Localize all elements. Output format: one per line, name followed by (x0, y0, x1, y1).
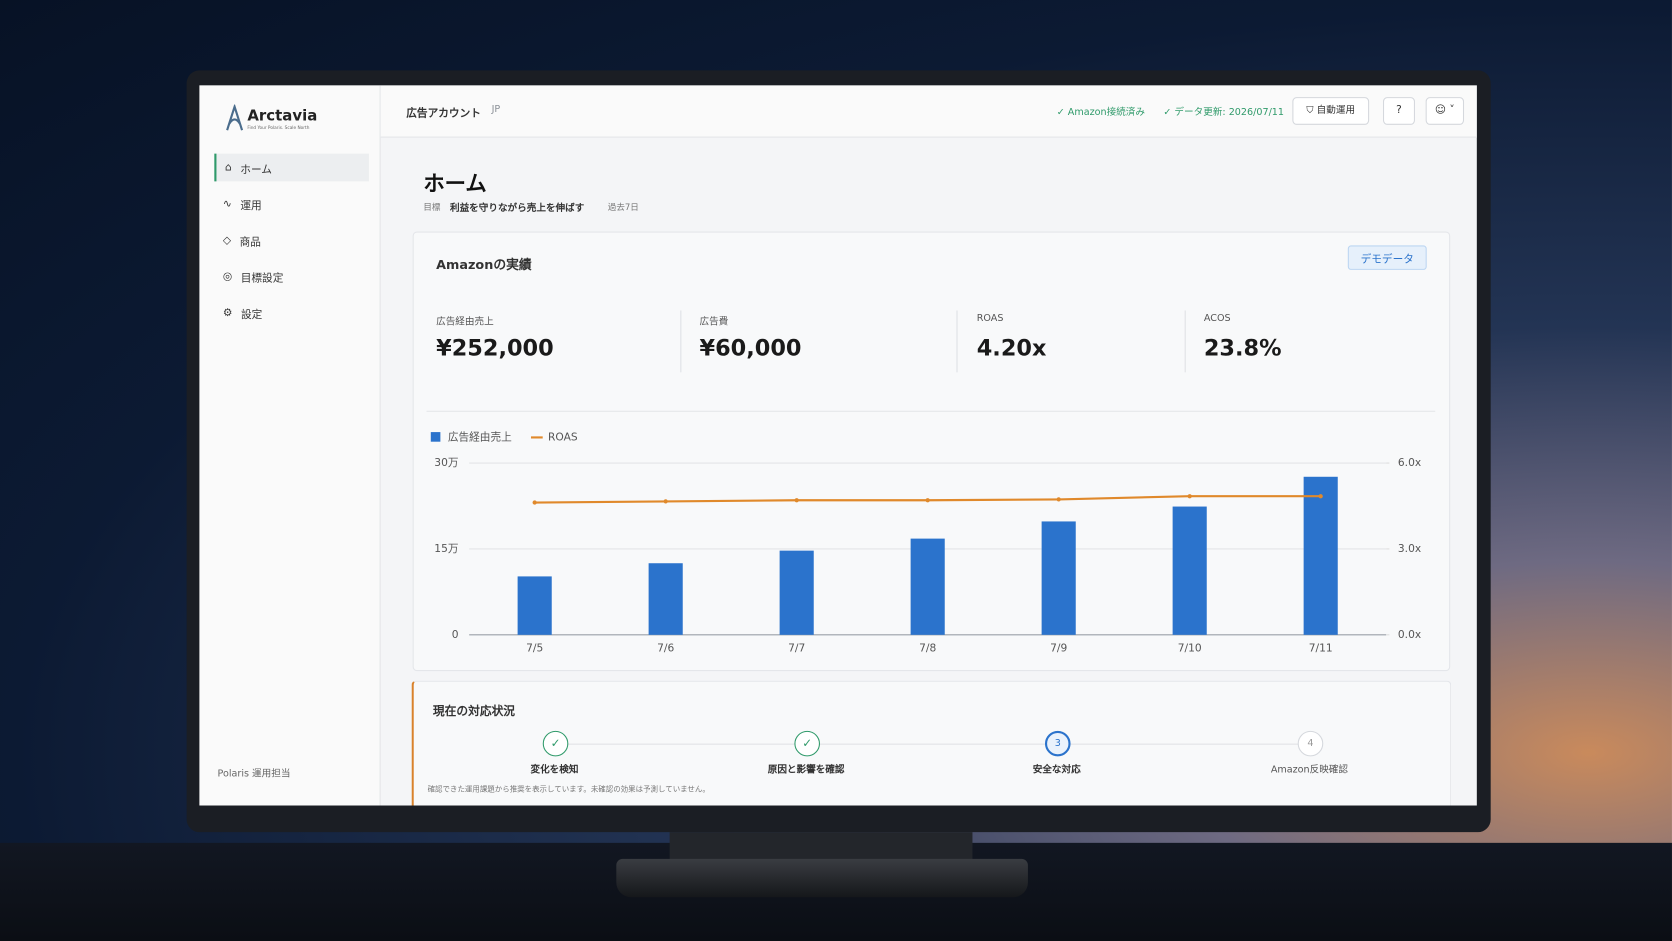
x-tick-label: 7/8 (919, 642, 936, 655)
updated-status: ✓ データ更新: 2026/07/11 (1163, 107, 1285, 119)
y-tick-label: 15万 (434, 542, 458, 555)
step-done: ✓ (794, 730, 820, 757)
step-label: 原因と影響を確認 (767, 764, 845, 776)
help-button[interactable]: ? (1382, 97, 1415, 125)
point (1187, 494, 1192, 499)
nav-item[interactable]: ∿ 運用 (214, 190, 369, 218)
sidebar-footer: Polaris 運用担当 (217, 769, 291, 780)
kpi-value: 4.20x (976, 335, 1047, 361)
point (1318, 494, 1323, 499)
kpi-value: 23.8% (1203, 335, 1282, 361)
kpi-label: 広告経由売上 (436, 316, 494, 328)
card-title: Amazonの実績 (436, 257, 532, 273)
point (794, 498, 799, 503)
kpi-value: ¥60,000 (699, 335, 802, 361)
bar (648, 563, 683, 635)
bar (1303, 476, 1338, 635)
nav-item[interactable]: ⌂ ホーム (214, 153, 369, 182)
tagline: Find Your Polaris. Scale North (247, 124, 310, 131)
brand: Arctavia (247, 107, 318, 125)
bar (779, 550, 814, 635)
period: 過去7日 (607, 202, 639, 213)
nav-label: 商品 (239, 236, 261, 249)
demo-badge: デモデータ (1347, 245, 1427, 270)
y-tick-label: 30万 (434, 456, 458, 469)
legend-swatch (430, 432, 441, 442)
point (532, 500, 537, 505)
point (1056, 497, 1061, 502)
bar (910, 538, 945, 635)
icon: ◇ (222, 234, 232, 246)
step-pending: 4 (1297, 730, 1324, 757)
x-tick-label: 7/9 (1050, 642, 1067, 655)
x-tick-label: 7/6 (657, 642, 674, 655)
kpi-value: ¥252,000 (436, 335, 554, 361)
status-text: データ更新: 2026/07/11 (1174, 107, 1285, 119)
status-title: 現在の対応状況 (432, 704, 516, 719)
goal-label: 目標 (423, 202, 441, 213)
page-title: ホーム (423, 170, 487, 197)
icon: ∿ (222, 197, 232, 210)
status-card: 現在の対応状況 ✓ ✓ 3 4 変化を検知 原因と影響を確認 安全な対応 Ama… (411, 680, 1452, 806)
nav-item[interactable]: ⚙ 設定 (214, 299, 369, 327)
icon: ◎ (222, 270, 233, 283)
region: JP (491, 104, 501, 116)
nav-item[interactable]: ◎ 目標設定 (214, 262, 369, 290)
y2-tick-label: 0.0x (1398, 628, 1421, 641)
screen: Arctavia Find Your Polaris. Scale North … (199, 85, 1477, 806)
sidebar: Arctavia Find Your Polaris. Scale North … (199, 85, 381, 806)
x-tick-label: 7/11 (1309, 642, 1333, 655)
divider (680, 310, 682, 373)
user-menu[interactable]: ☺ ˅ (1425, 97, 1465, 125)
nav-label: 設定 (240, 308, 263, 321)
status-text: Amazon接続済み (1067, 107, 1145, 119)
status-note: 確認できた運用課題から推奨を表示しています。未確認の効果は予測していません。 (427, 785, 710, 794)
legend-label: ROAS (548, 430, 578, 443)
step-label: 安全な対応 (1032, 764, 1081, 776)
step-label: Amazon反映確認 (1270, 764, 1349, 776)
nav-label: 目標設定 (240, 272, 284, 285)
logo (226, 104, 244, 131)
bar (1172, 506, 1207, 635)
kpi-label: 広告費 (699, 316, 729, 328)
divider (426, 410, 1436, 412)
progress-line (554, 743, 1312, 745)
point (925, 498, 930, 503)
connected-status: ✓ Amazon接続済み (1056, 107, 1145, 119)
x-tick-label: 7/7 (788, 642, 805, 655)
y2-tick-label: 6.0x (1398, 456, 1421, 469)
y2-tick-label: 3.0x (1398, 542, 1421, 555)
monitor-neck (669, 832, 973, 863)
divider (1184, 310, 1186, 373)
bar (1041, 521, 1076, 635)
legend-label: 広告経由売上 (448, 430, 512, 443)
divider (956, 310, 958, 373)
topbar: 広告アカウント JP ✓ Amazon接続済み ✓ データ更新: 2026/07… (380, 85, 1477, 138)
account: 広告アカウント (406, 107, 481, 120)
bar (517, 576, 552, 635)
auto-mode-button[interactable]: ⛉ 自動運用 (1292, 97, 1370, 125)
nav-label: ホーム (240, 163, 272, 176)
button-label: 自動運用 (1316, 105, 1356, 117)
kpi-label: ROAS (976, 313, 1004, 325)
step-label: 変化を検知 (530, 764, 579, 776)
nav-item[interactable]: ◇ 商品 (214, 226, 369, 254)
monitor-base (616, 858, 1028, 898)
goal: 利益を守りながら売上を伸ばす (449, 203, 585, 215)
step-current: 3 (1044, 730, 1071, 757)
chart: 0 15万 30万 0.0x 3.0x 6.0x 広告経由売上 ROAS 7/5 7/6 7/7 7/… (430, 430, 1421, 655)
x-tick-label: 7/5 (526, 642, 543, 655)
nav-label: 運用 (240, 200, 262, 212)
kpi-label: ACOS (1203, 313, 1231, 325)
step-done: ✓ (542, 730, 569, 757)
icon: ⚙ (222, 306, 233, 319)
y-tick-label: 0 (452, 628, 459, 641)
x-tick-label: 7/10 (1178, 642, 1202, 655)
icon: ⌂ (224, 161, 232, 174)
point (663, 499, 668, 504)
